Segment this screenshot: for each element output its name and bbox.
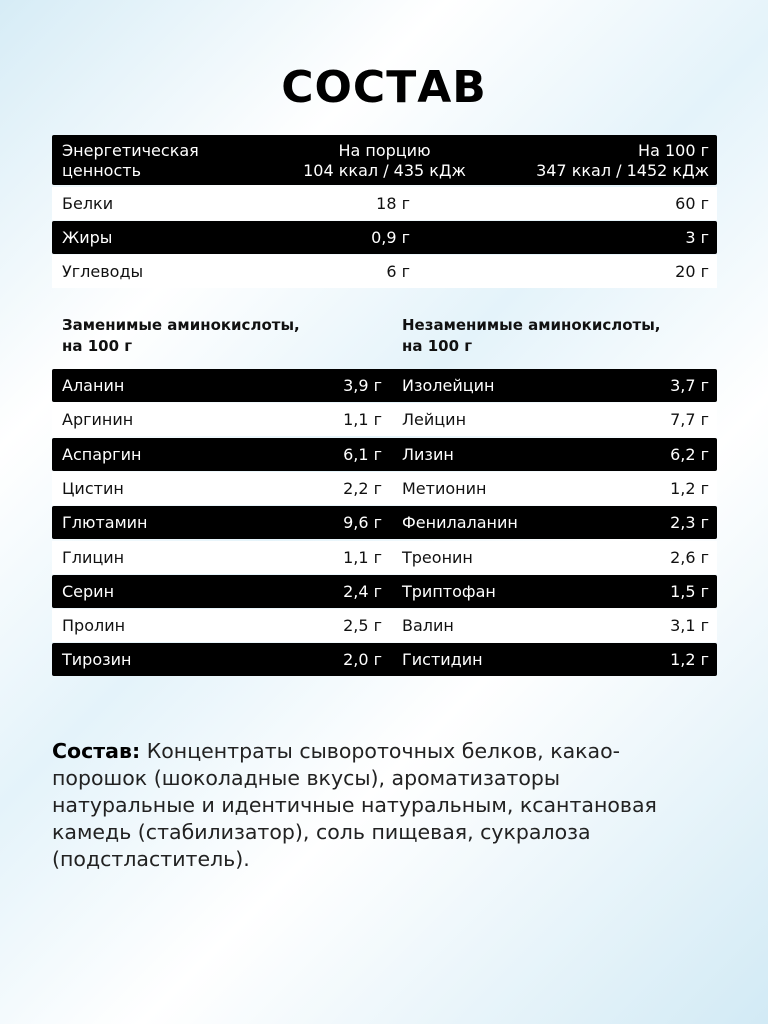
amino-row: Серин 2,4 г Триптофан 1,5 г: [52, 574, 717, 608]
nutrient-name: Белки: [62, 194, 114, 213]
amino-value: 1,2 г: [670, 650, 709, 670]
nutrient-name: Жиры: [62, 228, 113, 247]
nutrition-row: Углеводы 6 г 20 г: [52, 255, 717, 288]
amino-row: Цистин 2,2 г Метионин 1,2 г: [52, 471, 717, 505]
amino-value: 2,5 г: [343, 616, 382, 636]
composition-label: Состав:: [52, 739, 141, 763]
amino-value: 9,6 г: [343, 513, 382, 533]
header-cell: Энергетическая ценность: [62, 141, 199, 181]
amino-value: 7,7 г: [670, 410, 709, 430]
title-line: на 100 г: [402, 337, 473, 355]
title-line: Заменимые аминокислоты,: [62, 316, 300, 334]
amino-value: 1,1 г: [343, 410, 382, 430]
amino-value: 3,9 г: [343, 376, 382, 395]
amino-row: Глицин 1,1 г Треонин 2,6 г: [52, 540, 717, 574]
header-line: 104 ккал / 435 кДж: [303, 161, 466, 180]
amino-value: 2,3 г: [670, 513, 709, 533]
header-line: На порцию: [338, 141, 431, 160]
amino-name: Гистидин: [402, 650, 483, 670]
header-line: 347 ккал / 1452 кДж: [536, 161, 709, 180]
nutrient-name: Углеводы: [62, 262, 144, 281]
header-line: На 100 г: [638, 141, 709, 160]
per-100g: 20 г: [675, 262, 709, 281]
amino-name: Фенилаланин: [402, 513, 518, 533]
amino-value: 6,1 г: [343, 444, 382, 464]
amino-value: 3,7 г: [670, 376, 709, 395]
amino-value: 2,2 г: [343, 478, 382, 498]
amino-name: Тирозин: [62, 650, 132, 670]
amino-name: Лейцин: [402, 410, 467, 430]
amino-title-left: Заменимые аминокислоты, на 100 г: [62, 315, 300, 357]
per-100g: 3 г: [685, 228, 709, 247]
amino-name: Серин: [62, 581, 115, 601]
per-serving: 6 г: [386, 262, 410, 281]
amino-value: 2,6 г: [670, 547, 709, 567]
amino-value: 1,5 г: [670, 581, 709, 601]
amino-name: Глицин: [62, 547, 125, 567]
title-line: Незаменимые аминокислоты,: [402, 316, 661, 334]
amino-value: 6,2 г: [670, 444, 709, 464]
header-line: Энергетическая: [62, 141, 199, 160]
amino-name: Цистин: [62, 478, 124, 498]
header-cell: На 100 г 347 ккал / 1452 кДж: [536, 141, 709, 181]
page-title: СОСТАВ: [281, 62, 487, 113]
composition-text: Концентраты сывороточных белков, какао-п…: [52, 739, 657, 871]
amino-name: Лизин: [402, 444, 454, 464]
header-line: ценность: [62, 161, 141, 180]
amino-row: Пролин 2,5 г Валин 3,1 г: [52, 609, 717, 643]
composition: Состав: Концентраты сывороточных белков,…: [52, 738, 672, 873]
amino-name: Изолейцин: [402, 376, 495, 395]
amino-name: Пролин: [62, 616, 126, 636]
nutrition-row: Белки 18 г 60 г: [52, 187, 717, 220]
amino-name: Аланин: [62, 376, 125, 395]
amino-name: Триптофан: [402, 581, 496, 601]
amino-row: Аргинин 1,1 г Лейцин 7,7 г: [52, 403, 717, 437]
amino-value: 1,1 г: [343, 547, 382, 567]
amino-row: Аланин 3,9 г Изолейцин 3,7 г: [52, 369, 717, 402]
title-line: на 100 г: [62, 337, 133, 355]
amino-row: Глютамин 9,6 г Фенилаланин 2,3 г: [52, 506, 717, 540]
amino-value: 3,1 г: [670, 616, 709, 636]
amino-name: Глютамин: [62, 513, 148, 533]
amino-name: Аспаргин: [62, 444, 142, 464]
amino-name: Валин: [402, 616, 454, 636]
nutrition-header: Энергетическая ценность На порцию 104 ккал …: [52, 135, 717, 185]
amino-name: Аргинин: [62, 410, 134, 430]
per-100g: 60 г: [675, 194, 709, 213]
nutrition-row: Жиры 0,9 г 3 г: [52, 221, 717, 254]
amino-row: Аспаргин 6,1 г Лизин 6,2 г: [52, 437, 717, 471]
amino-title-right: Незаменимые аминокислоты, на 100 г: [402, 315, 661, 357]
per-serving: 18 г: [376, 194, 410, 213]
amino-name: Метионин: [402, 478, 487, 498]
amino-name: Треонин: [402, 547, 473, 567]
amino-value: 1,2 г: [670, 478, 709, 498]
amino-value: 2,4 г: [343, 581, 382, 601]
per-serving: 0,9 г: [371, 228, 410, 247]
amino-row: Тирозин 2,0 г Гистидин 1,2 г: [52, 643, 717, 677]
header-cell: На порцию 104 ккал / 435 кДж: [252, 141, 517, 181]
amino-value: 2,0 г: [343, 650, 382, 670]
